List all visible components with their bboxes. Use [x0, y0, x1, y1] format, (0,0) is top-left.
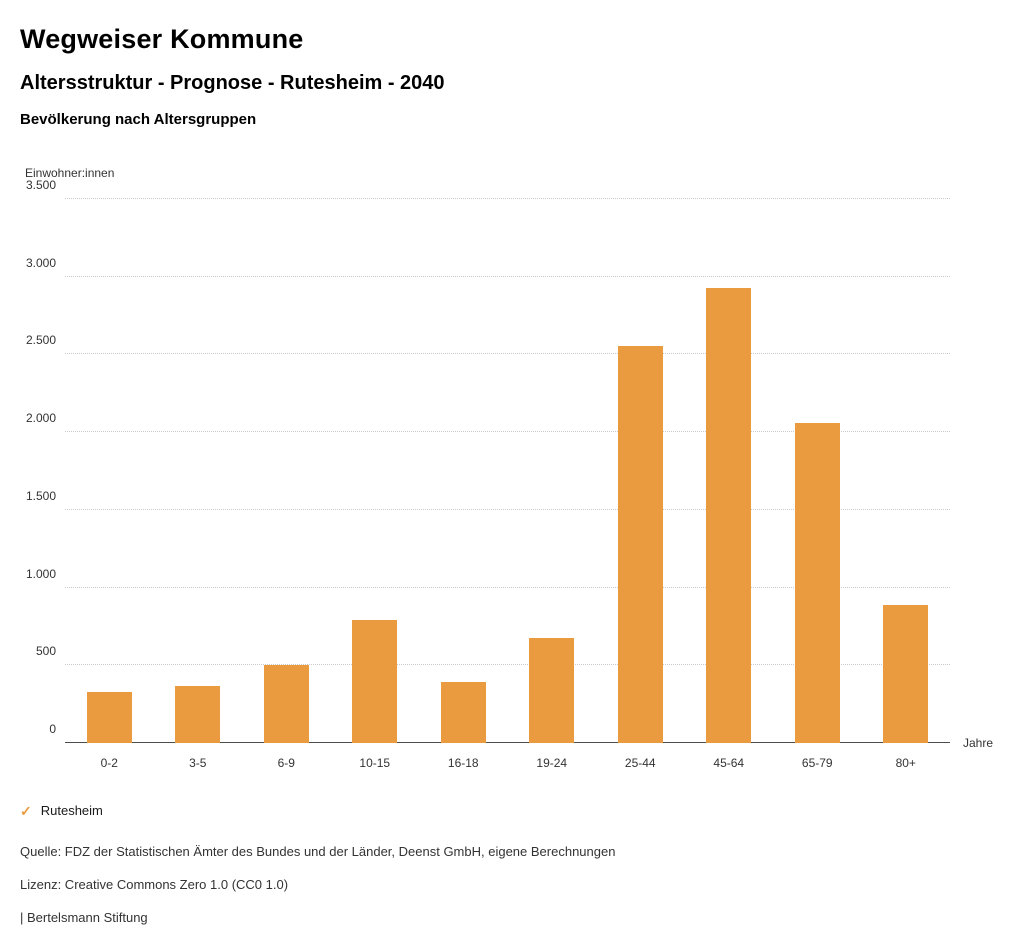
bar-6-9[interactable]: [263, 664, 309, 743]
bar-slot: [65, 199, 154, 743]
x-tick-label: 6-9: [277, 756, 295, 770]
legend-label: Rutesheim: [40, 803, 103, 818]
plot-area: Jahre 0 500 1.000 1.500 2.000 2.500 3.000 3.500: [26, 178, 993, 750]
x-tick-label: 65-79: [801, 756, 833, 770]
bar-65-79[interactable]: [794, 422, 840, 743]
footer: Quelle: FDZ der Statistischen Ämter des …: [20, 844, 1004, 925]
y-tick-label: 3.500: [25, 178, 56, 192]
gridline: [65, 508, 950, 510]
bar-slot: [331, 199, 420, 743]
y-tick-label: 1.000: [25, 566, 56, 581]
y-tick-label: 2.500: [25, 333, 56, 348]
y-tick-label: 0: [49, 722, 56, 736]
gridline: [65, 664, 950, 666]
license-text: Lizenz: Creative Commons Zero 1.0 (CC0 1…: [20, 877, 289, 892]
bar-16-18[interactable]: [440, 681, 486, 743]
x-axis-labels: 0-2 3-5 6-9 10-15 16-18 19-24 25-44 45-64 65-79 8…: [65, 743, 950, 770]
gridline: [65, 198, 950, 199]
attribution-text: | Bertelsmann Stiftung: [20, 910, 148, 925]
chart-subtitle: Altersstruktur - Prognose - Rutesheim - …: [20, 72, 445, 94]
gridline: [65, 586, 950, 588]
gridline: [65, 431, 950, 433]
page-title: Wegweiser Kommune: [20, 24, 304, 54]
x-tick-label: 25-44: [624, 756, 656, 770]
bar-slot: [419, 199, 508, 743]
gridline: [65, 275, 950, 277]
y-tick-label: 3.000: [25, 255, 56, 270]
x-tick-label: 0-2: [100, 756, 118, 770]
y-tick-label: 1.500: [25, 488, 56, 503]
bar-slot: [685, 199, 774, 743]
chart-heading: Bevölkerung nach Altersgruppen: [20, 111, 257, 128]
bar-chart: Einwohner:innen Jahre 0 500 1.000 1.500 2.00…: [20, 166, 1004, 770]
bars-row: [65, 199, 950, 743]
bar-19-24[interactable]: [529, 638, 575, 743]
bar-slot: [862, 199, 951, 743]
x-tick-label: 45-64: [713, 756, 745, 770]
bar-slot: [773, 199, 862, 743]
bar-0-2[interactable]: [86, 691, 132, 743]
bar-slot: [508, 199, 597, 743]
bar-slot: [242, 199, 331, 743]
y-tick-label: 500: [35, 644, 56, 659]
bar-3-5[interactable]: [175, 686, 221, 743]
x-tick-label: 19-24: [536, 756, 568, 770]
bar-10-15[interactable]: [352, 620, 398, 743]
checkmark-icon: ✓: [20, 802, 32, 819]
bar-80+[interactable]: [883, 605, 929, 743]
x-tick-label: 16-18: [447, 756, 479, 770]
y-axis-title: Einwohner:innen: [25, 166, 115, 180]
legend-item-rutesheim[interactable]: ✓ Rutesheim: [20, 803, 1004, 818]
x-tick-label: 80+: [895, 756, 916, 770]
bar-45-64[interactable]: [706, 287, 752, 743]
x-tick-label: 10-15: [359, 756, 391, 770]
bar-slot: [596, 199, 685, 743]
bar-slot: [154, 199, 243, 743]
x-tick-label: 3-5: [189, 756, 207, 770]
x-axis-baseline: [65, 742, 950, 743]
source-text: Quelle: FDZ der Statistischen Ämter des …: [20, 844, 616, 859]
page: Wegweiser Kommune Altersstruktur - Progn…: [20, 24, 1004, 925]
gridline: [65, 353, 950, 355]
bar-25-44[interactable]: [617, 345, 663, 743]
x-axis-title: Jahre: [963, 736, 994, 750]
y-tick-label: 2.000: [25, 411, 56, 426]
